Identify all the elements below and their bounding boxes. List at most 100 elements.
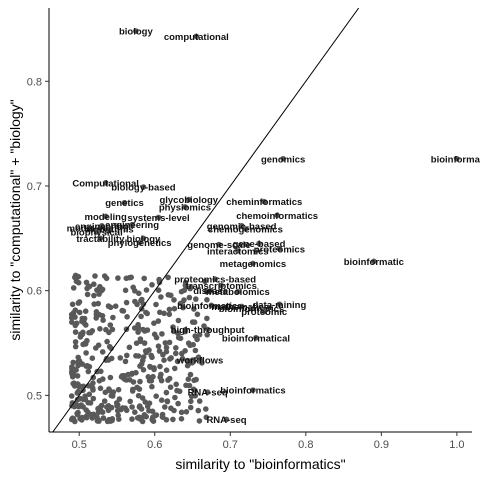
data-point: [141, 275, 147, 282]
data-point: [105, 303, 112, 309]
data-point: [179, 355, 186, 362]
data-point: [124, 314, 130, 320]
point-label: proteomics-based: [174, 275, 256, 286]
labeled-point: [235, 288, 241, 295]
labeled-point: [185, 196, 192, 203]
labeled-point: [276, 301, 283, 308]
x-tick-label: 0.8: [298, 439, 313, 451]
data-point: [83, 414, 90, 421]
data-point: [123, 275, 130, 282]
data-point: [122, 358, 129, 365]
data-point: [109, 326, 116, 333]
labeled-point: [193, 33, 200, 40]
data-point: [97, 385, 104, 392]
data-point: [133, 340, 140, 347]
data-point: [87, 400, 94, 406]
data-point: [187, 404, 194, 411]
data-point: [90, 374, 97, 381]
data-point: [75, 362, 81, 369]
data-point: [141, 340, 148, 346]
data-point: [69, 301, 76, 308]
point-label: disease: [193, 286, 228, 297]
labeled-point: [155, 214, 162, 221]
labeled-point: [276, 245, 283, 252]
data-point: [153, 393, 159, 400]
data-point: [135, 392, 142, 399]
data-point: [75, 300, 82, 306]
labeled-point: [248, 305, 255, 312]
x-tick-label: 1.0: [449, 439, 464, 451]
data-point: [89, 355, 96, 362]
data-point: [149, 383, 155, 390]
labeled-point: [204, 389, 211, 396]
y-axis-title: similarity to "computational" + "biology…: [7, 99, 23, 340]
point-label: bioinformatics: [219, 304, 284, 315]
data-point: [85, 368, 92, 375]
data-point: [83, 350, 89, 356]
data-point: [129, 416, 135, 422]
data-point: [104, 338, 110, 345]
data-point: [170, 324, 176, 330]
labeled-point: [261, 198, 268, 205]
point-label: cheminformatics: [226, 197, 302, 208]
data-point: [150, 418, 157, 425]
data-point: [78, 402, 84, 408]
data-point: [166, 375, 173, 382]
data-point: [92, 273, 98, 279]
data-point: [96, 285, 103, 291]
data-point: [158, 294, 164, 300]
data-point: [202, 278, 208, 285]
data-point: [146, 347, 152, 353]
data-point: [137, 363, 143, 369]
data-point: [192, 347, 199, 354]
labeled-point: [218, 282, 225, 289]
data-point: [72, 329, 79, 335]
data-point: [163, 344, 170, 351]
data-point: [106, 343, 113, 350]
x-tick-label: 0.5: [72, 439, 87, 451]
data-point: [153, 301, 159, 308]
y-tick-label: 0.6: [27, 286, 42, 298]
data-point: [110, 314, 116, 321]
data-point: [188, 393, 195, 400]
data-point: [178, 288, 185, 295]
point-label: computational: [164, 32, 229, 43]
labeled-point: [182, 204, 188, 210]
labeled-point: [250, 260, 256, 267]
data-point: [76, 309, 83, 316]
data-point: [79, 414, 85, 421]
data-point: [191, 306, 197, 312]
data-point: [118, 374, 125, 380]
data-point: [69, 319, 75, 326]
data-point: [173, 381, 179, 388]
data-point: [75, 388, 82, 395]
data-point: [178, 409, 185, 416]
data-point: [146, 400, 153, 407]
point-label: genome-scale: [187, 240, 250, 251]
labeled-point: [454, 155, 460, 162]
point-label: data-mining: [252, 300, 306, 311]
data-point: [109, 417, 115, 424]
point-label: metabolomics: [206, 287, 270, 298]
data-point: [204, 315, 210, 322]
data-point: [101, 398, 108, 404]
point-label: biology: [127, 234, 161, 245]
y-tick-label: 0.5: [27, 390, 42, 402]
data-point: [135, 329, 141, 335]
data-point: [137, 378, 143, 385]
labeled-point: [216, 241, 222, 248]
labeled-point: [93, 229, 100, 235]
point-label: tractability: [76, 234, 125, 245]
data-point: [108, 355, 115, 362]
data-point: [72, 343, 79, 350]
data-point: [89, 385, 96, 391]
data-point: [173, 350, 179, 357]
data-point: [82, 308, 89, 315]
data-point: [129, 404, 135, 410]
data-point: [179, 350, 185, 357]
data-point: [203, 406, 209, 412]
data-point: [132, 409, 138, 416]
data-point: [69, 415, 76, 422]
data-point: [165, 274, 171, 281]
